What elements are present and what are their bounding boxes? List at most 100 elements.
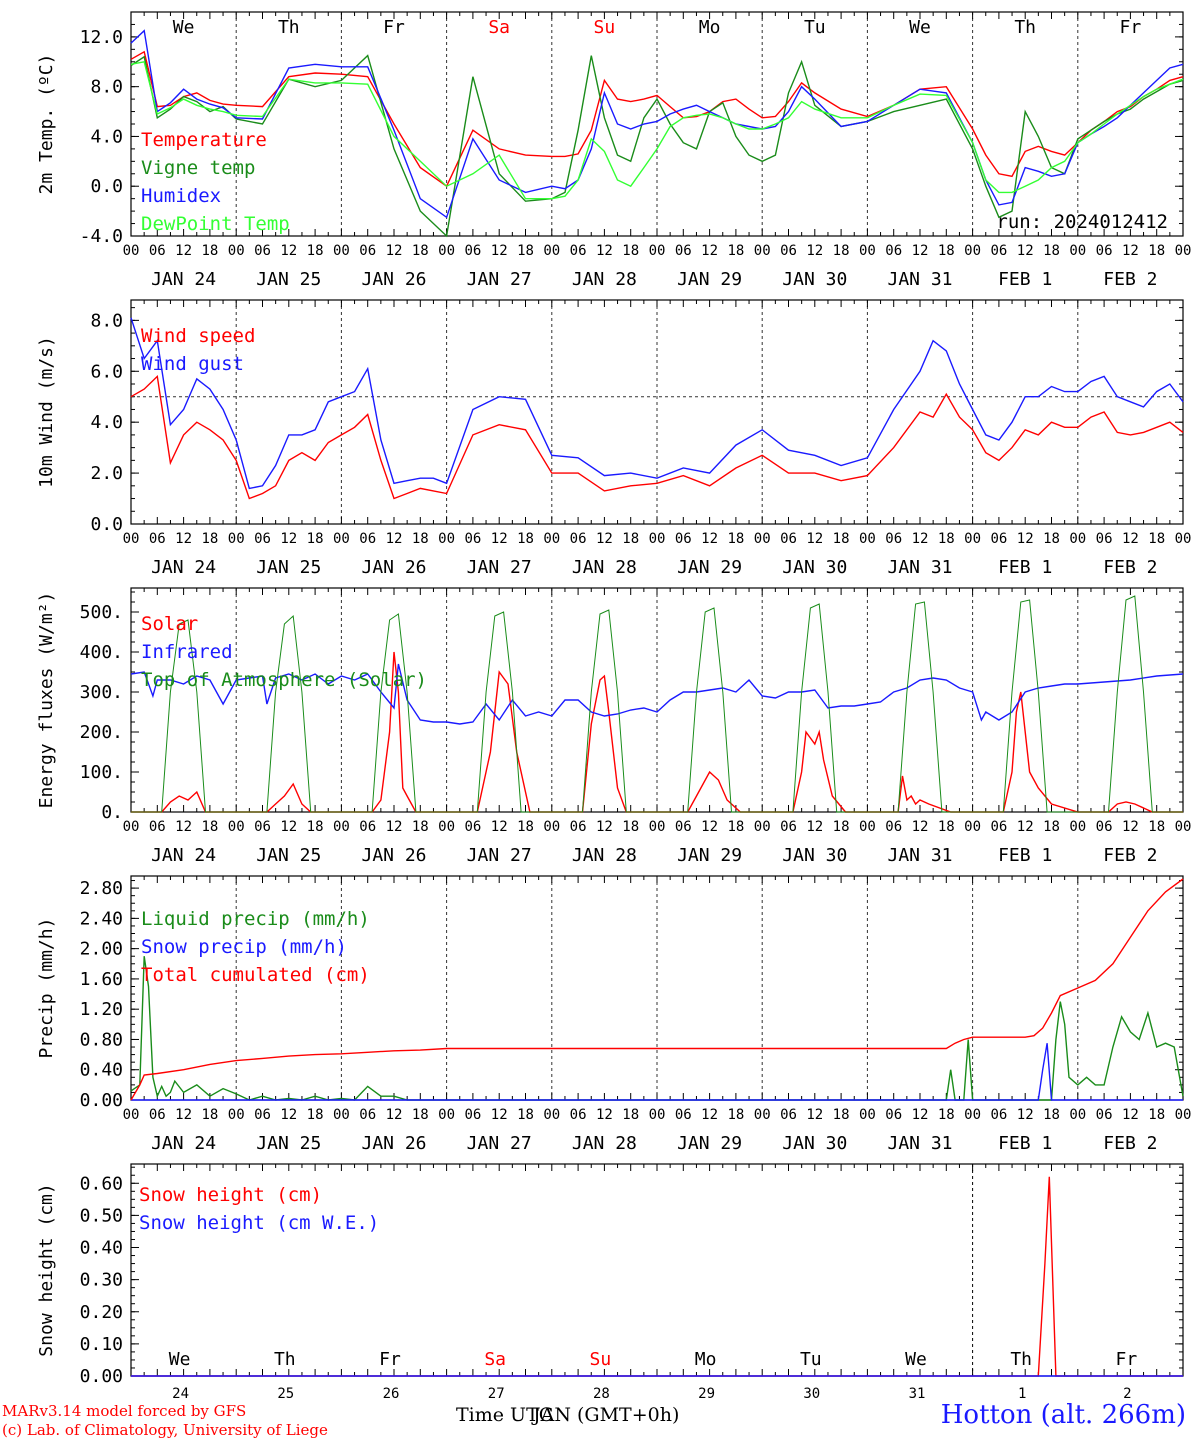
day-number-label: 31	[909, 1386, 926, 1402]
x-hour-label: 06	[149, 243, 166, 259]
x-hour-label: 06	[464, 819, 481, 835]
x-hour-label: 00	[1175, 1107, 1192, 1123]
x-date-label: JAN 26	[361, 1133, 426, 1154]
day-number-label: 24	[172, 1386, 189, 1402]
y-tick-label: 0.80	[80, 1029, 123, 1050]
x-hour-label: 18	[727, 531, 744, 547]
x-hour-label: 06	[675, 531, 692, 547]
legend-entry: Snow precip (mm/h)	[141, 936, 347, 958]
x-hour-label: 06	[464, 531, 481, 547]
x-hour-label: 06	[359, 1107, 376, 1123]
x-hour-label: 12	[806, 1107, 823, 1123]
x-hour-label: 00	[543, 531, 560, 547]
x-hour-label: 06	[885, 1107, 902, 1123]
x-hour-label: 06	[885, 531, 902, 547]
panel-1: 12.0 8.0 4.0 0.0 -4.0 2m Temp. (ºC) Temperatur…	[36, 11, 1192, 290]
x-hour-label: 00	[1175, 243, 1192, 259]
x-hour-label: 18	[517, 819, 534, 835]
y-axis-title: 2m Temp. (ºC)	[36, 54, 57, 195]
x-hour-label: 12	[912, 819, 929, 835]
weekday-label-top: Su	[594, 17, 616, 38]
x-hour-label: 06	[780, 1107, 797, 1123]
x-hour-label: 06	[149, 531, 166, 547]
x-hour-label: 18	[412, 819, 429, 835]
x-hour-label: 00	[1069, 531, 1086, 547]
x-date-label: JAN 26	[361, 557, 426, 578]
y-tick-label: 2.40	[80, 908, 123, 929]
y-tick-label: 2.00	[80, 939, 123, 960]
series-line-vigne-temp	[130, 54, 1184, 238]
x-date-label: JAN 26	[361, 845, 426, 866]
x-date-label: JAN 28	[572, 557, 637, 578]
weekday-label-bottom: We	[905, 1349, 927, 1370]
series-line-snow-height-cm-	[131, 1176, 1183, 1377]
x-hour-label: 00	[1069, 243, 1086, 259]
x-hour-label: 06	[780, 531, 797, 547]
x-hour-label: 12	[280, 243, 297, 259]
x-date-label: FEB 2	[1103, 557, 1157, 578]
x-date-label: JAN 24	[151, 269, 216, 290]
x-date-label: JAN 30	[782, 557, 847, 578]
legend-entry: Wind speed	[141, 325, 255, 347]
x-hour-label: 12	[806, 243, 823, 259]
x-date-label: JAN 29	[677, 1133, 742, 1154]
day-number-label: 25	[277, 1386, 294, 1402]
run-annotation: run: 2024012412	[996, 211, 1168, 233]
weekday-label-bottom: Tu	[800, 1349, 822, 1370]
x-date-label: JAN 28	[572, 269, 637, 290]
y-tick-label: 0.10	[80, 1334, 123, 1355]
y-tick-label: 100.	[80, 762, 123, 783]
x-hour-label: 00	[859, 243, 876, 259]
weekday-label-bottom: Mo	[695, 1349, 717, 1370]
x-hour-label: 00	[649, 819, 666, 835]
x-hour-label: 12	[1122, 531, 1139, 547]
x-hour-label: 12	[491, 531, 508, 547]
weekday-label-bottom: Th	[1010, 1349, 1032, 1370]
weekday-label-bottom: Fr	[1116, 1349, 1138, 1370]
y-tick-label: 4.0	[90, 412, 123, 433]
legend-entry: Snow height (cm)	[139, 1184, 322, 1206]
x-hour-label: 00	[228, 531, 245, 547]
x-date-label: JAN 27	[467, 1133, 532, 1154]
y-tick-label: 8.0	[90, 310, 123, 331]
x-hour-label: 06	[570, 243, 587, 259]
x-hour-label: 12	[386, 819, 403, 835]
x-hour-label: 12	[386, 1107, 403, 1123]
x-hour-label: 00	[649, 1107, 666, 1123]
x-date-label: FEB 1	[998, 557, 1052, 578]
x-hour-label: 18	[412, 531, 429, 547]
y-tick-label: 0.50	[80, 1205, 123, 1226]
series-line-wind-gust	[130, 317, 1184, 490]
x-hour-label: 12	[175, 819, 192, 835]
x-hour-label: 18	[307, 531, 324, 547]
day-number-label: 30	[803, 1386, 820, 1402]
x-date-label: JAN 28	[572, 1133, 637, 1154]
x-hour-label: 06	[570, 1107, 587, 1123]
x-hour-label: 18	[201, 531, 218, 547]
x-hour-label: 18	[517, 531, 534, 547]
x-hour-label: 12	[596, 531, 613, 547]
x-hour-label: 12	[1122, 1107, 1139, 1123]
x-hour-label: 00	[1069, 1107, 1086, 1123]
x-hour-label: 06	[990, 819, 1007, 835]
legend-entry: Solar	[141, 613, 198, 635]
x-hour-label: 18	[622, 243, 639, 259]
y-tick-label: 200.	[80, 722, 123, 743]
x-hour-label: 00	[859, 531, 876, 547]
weekday-label-top: Tu	[804, 17, 826, 38]
weekday-label-bottom: Su	[590, 1349, 612, 1370]
x-hour-label: 00	[649, 243, 666, 259]
y-tick-label: 12.0	[80, 27, 123, 48]
weekday-label-bottom: We	[169, 1349, 191, 1370]
x-hour-label: 12	[386, 531, 403, 547]
x-hour-label: 00	[754, 243, 771, 259]
x-hour-label: 18	[938, 819, 955, 835]
x-date-label: JAN 24	[151, 845, 216, 866]
x-hour-label: 06	[464, 243, 481, 259]
x-hour-label: 00	[333, 531, 350, 547]
weekday-label-bottom: Sa	[484, 1349, 506, 1370]
x-date-label: FEB 2	[1103, 845, 1157, 866]
weekday-label-top: Th	[278, 17, 300, 38]
x-hour-label: 06	[570, 819, 587, 835]
